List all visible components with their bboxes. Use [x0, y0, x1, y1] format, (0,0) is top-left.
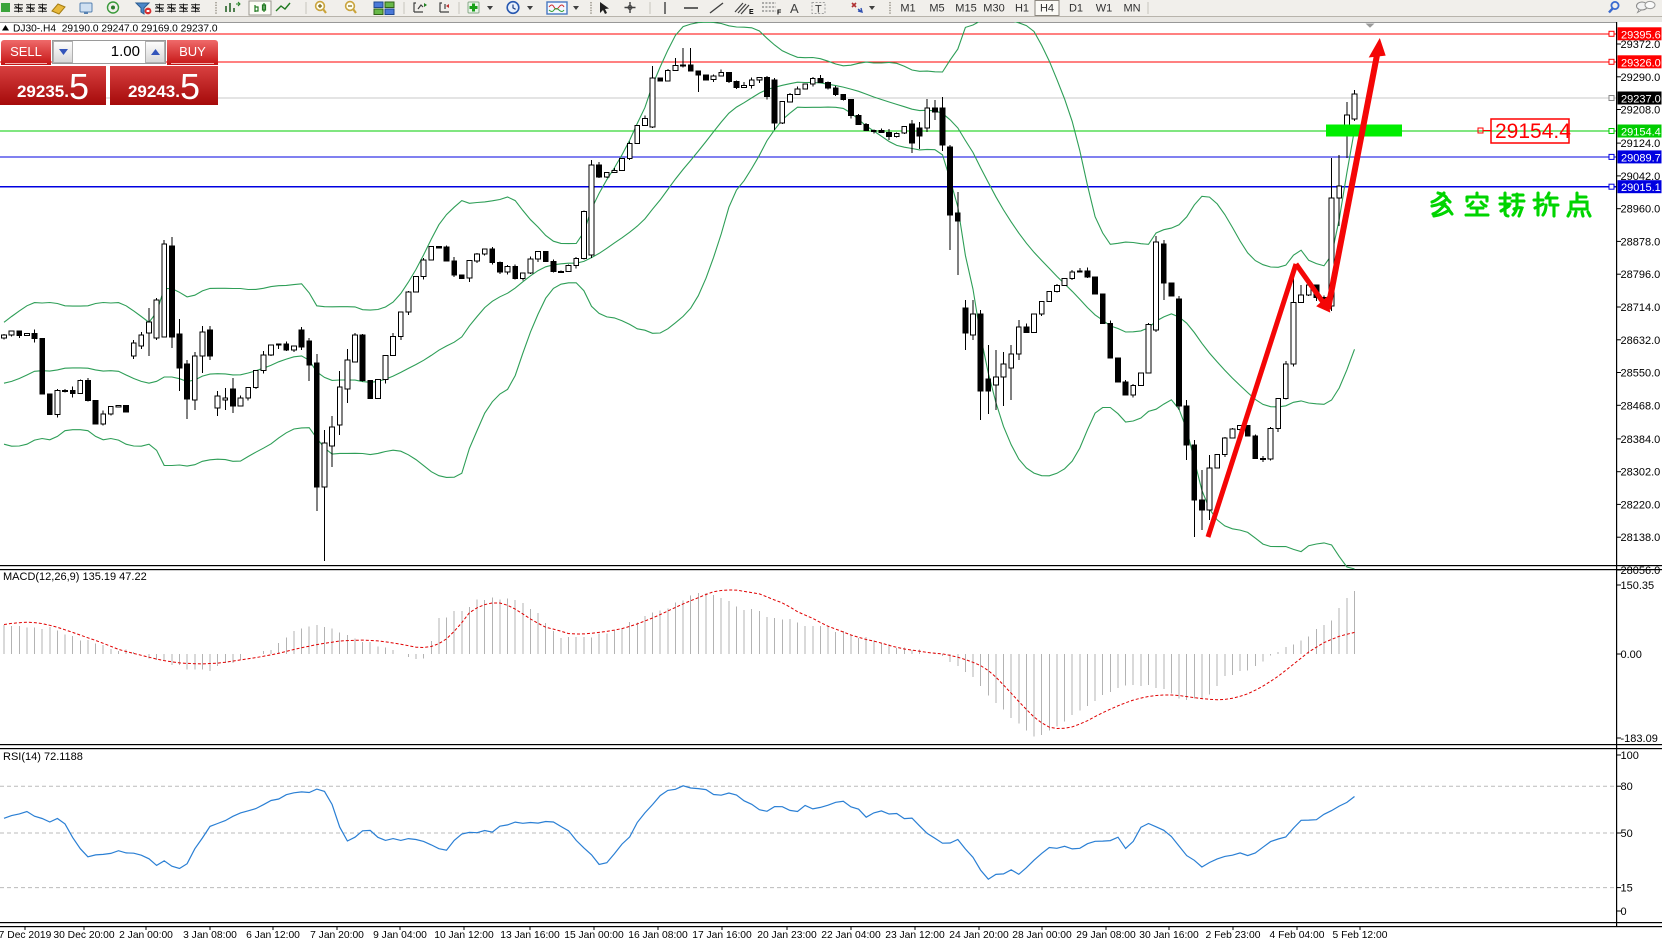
svg-text:10 Jan 12:00: 10 Jan 12:00 [434, 930, 494, 941]
svg-text:D1: D1 [1069, 3, 1083, 15]
svg-text:24 Jan 20:00: 24 Jan 20:00 [949, 930, 1009, 941]
svg-text:29290.0: 29290.0 [1621, 72, 1661, 84]
svg-text:30 Jan 16:00: 30 Jan 16:00 [1139, 930, 1199, 941]
svg-text:7 Jan 20:00: 7 Jan 20:00 [310, 930, 364, 941]
svg-text:80: 80 [1621, 781, 1633, 793]
svg-text:M5: M5 [929, 3, 944, 15]
svg-text:28550.0: 28550.0 [1621, 368, 1661, 380]
svg-text:28384.0: 28384.0 [1621, 434, 1661, 446]
svg-text:150.35: 150.35 [1621, 580, 1655, 592]
svg-text:M15: M15 [955, 3, 976, 15]
svg-text:29154.4: 29154.4 [1621, 127, 1661, 139]
svg-text:17 Jan 16:00: 17 Jan 16:00 [692, 930, 752, 941]
svg-text:28302.0: 28302.0 [1621, 467, 1661, 479]
svg-text:28220.0: 28220.0 [1621, 499, 1661, 511]
svg-text:H1: H1 [1015, 3, 1029, 15]
svg-text:3 Jan 08:00: 3 Jan 08:00 [183, 930, 237, 941]
svg-text:2 Jan 00:00: 2 Jan 00:00 [119, 930, 173, 941]
svg-text:28960.0: 28960.0 [1621, 204, 1661, 216]
svg-text:15 Jan 00:00: 15 Jan 00:00 [564, 930, 624, 941]
svg-text:9 Jan 04:00: 9 Jan 04:00 [373, 930, 427, 941]
svg-text:29208.0: 29208.0 [1621, 105, 1661, 117]
svg-text:29042.0: 29042.0 [1621, 171, 1661, 183]
svg-text:A: A [790, 1, 799, 16]
svg-text:28 Jan 00:00: 28 Jan 00:00 [1012, 930, 1072, 941]
svg-text:22 Jan 04:00: 22 Jan 04:00 [821, 930, 881, 941]
svg-text:28056.0: 28056.0 [1621, 565, 1661, 577]
svg-text:29326.0: 29326.0 [1621, 57, 1661, 69]
svg-text:28714.0: 28714.0 [1621, 302, 1661, 314]
svg-text:M30: M30 [983, 3, 1004, 15]
svg-text:28632.0: 28632.0 [1621, 335, 1661, 347]
svg-text:0.00: 0.00 [1621, 649, 1642, 661]
svg-text:28138.0: 28138.0 [1621, 532, 1661, 544]
svg-text:5 Feb 12:00: 5 Feb 12:00 [1333, 930, 1388, 941]
svg-text:29372.0: 29372.0 [1621, 39, 1661, 51]
svg-text:28878.0: 28878.0 [1621, 236, 1661, 248]
svg-text:2 Feb 23:00: 2 Feb 23:00 [1206, 930, 1261, 941]
svg-text:DJ30-.H4 29190.0 29247.0 2916: DJ30-.H4 29190.0 29247.0 29169.0 29237.0 [13, 24, 218, 35]
svg-text:29124.0: 29124.0 [1621, 138, 1661, 150]
svg-text:29089.7: 29089.7 [1621, 152, 1661, 164]
svg-text:29154.4: 29154.4 [1495, 120, 1571, 143]
svg-text:MACD(12,26,9) 135.19 47.22: MACD(12,26,9) 135.19 47.22 [3, 571, 147, 583]
svg-text:29015.1: 29015.1 [1621, 182, 1661, 194]
svg-text:MN: MN [1123, 3, 1140, 15]
svg-text:W1: W1 [1096, 3, 1113, 15]
svg-text:16 Jan 08:00: 16 Jan 08:00 [628, 930, 688, 941]
svg-text:4 Feb 04:00: 4 Feb 04:00 [1270, 930, 1325, 941]
svg-text:M1: M1 [900, 3, 915, 15]
svg-text:29 Jan 08:00: 29 Jan 08:00 [1076, 930, 1136, 941]
svg-text:0: 0 [1621, 906, 1627, 918]
svg-text:28468.0: 28468.0 [1621, 400, 1661, 412]
svg-text:13 Jan 16:00: 13 Jan 16:00 [500, 930, 560, 941]
svg-text:RSI(14) 72.1188: RSI(14) 72.1188 [3, 751, 83, 763]
svg-text:F: F [777, 10, 782, 17]
svg-text:H4: H4 [1040, 3, 1054, 15]
svg-text:23 Jan 12:00: 23 Jan 12:00 [885, 930, 945, 941]
svg-text:-183.09: -183.09 [1621, 733, 1658, 745]
svg-text:6 Jan 12:00: 6 Jan 12:00 [246, 930, 300, 941]
svg-text:20 Jan 23:00: 20 Jan 23:00 [757, 930, 817, 941]
svg-text:50: 50 [1621, 828, 1633, 840]
svg-text:100: 100 [1621, 750, 1639, 762]
svg-text:7 Dec 2019: 7 Dec 2019 [0, 930, 52, 941]
svg-text:T: T [815, 4, 822, 16]
svg-text:30 Dec 20:00: 30 Dec 20:00 [53, 930, 115, 941]
svg-text:28796.0: 28796.0 [1621, 269, 1661, 281]
svg-text:E: E [749, 9, 754, 16]
svg-text:29237.0: 29237.0 [1621, 94, 1661, 106]
svg-text:15: 15 [1621, 883, 1633, 895]
svg-text:29395.6: 29395.6 [1621, 29, 1661, 41]
